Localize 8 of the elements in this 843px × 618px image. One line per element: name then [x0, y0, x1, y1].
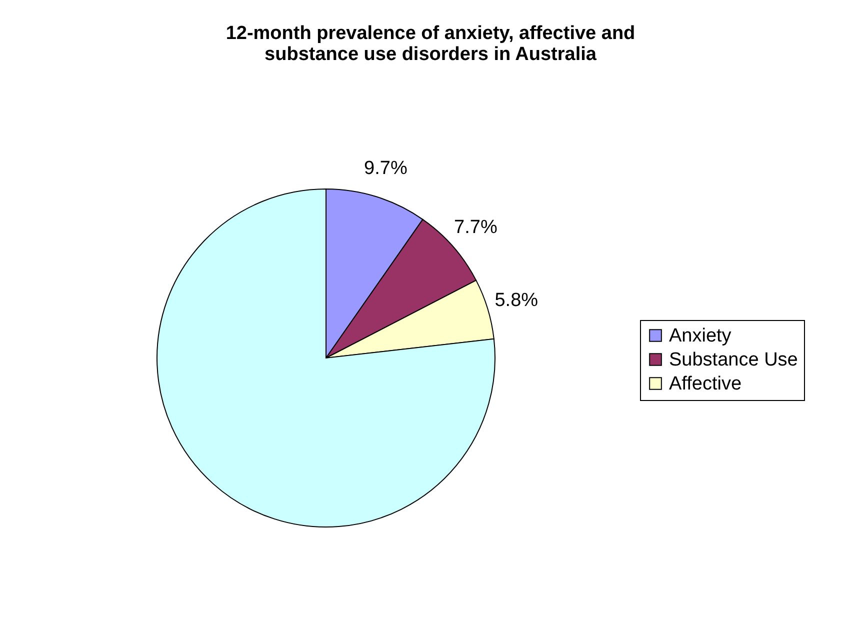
data-label: 5.8% [494, 290, 538, 312]
legend-label: Substance Use [669, 350, 798, 370]
data-label: 7.7% [454, 216, 498, 238]
pie-slice [156, 188, 496, 528]
data-label: 9.7% [364, 158, 408, 180]
legend-label: Anxiety [669, 326, 732, 346]
chart-title: 12-month prevalence of anxiety, affective and substance use disorders in Australia [226, 23, 636, 65]
legend-label: Affective [669, 374, 742, 394]
